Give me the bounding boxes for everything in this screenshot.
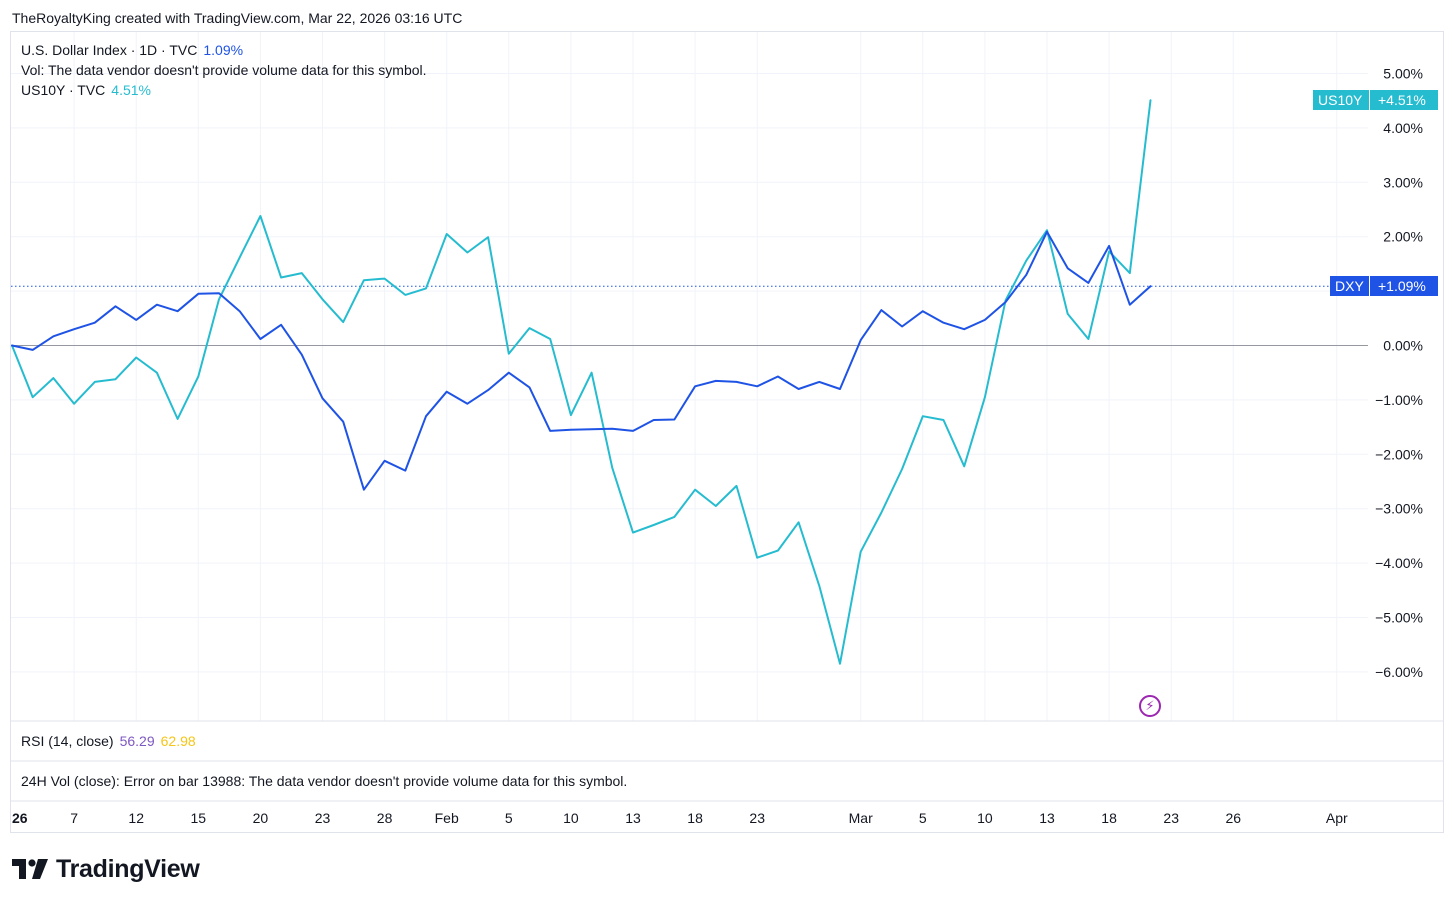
x-tick-label: 13 [1039, 810, 1055, 826]
lightning-icon[interactable]: ⚡ [1139, 695, 1161, 717]
x-tick-label: Mar [849, 810, 873, 826]
x-tick-label: 10 [563, 810, 579, 826]
y-tick-label: −5.00% [1375, 610, 1423, 626]
axis-layer: 5.00%4.00%3.00%2.00%1.00%0.00%−1.00%−2.0… [12, 66, 1423, 827]
chart-attribution: TheRoyaltyKing created with TradingView.… [12, 10, 463, 26]
dxy-legend-value: 1.09% [203, 42, 244, 58]
x-tick-label: Apr [1326, 810, 1348, 826]
volume-note: Vol: The data vendor doesn't provide vol… [21, 62, 427, 78]
x-tick-label: 13 [625, 810, 641, 826]
rsi-value-1: 56.29 [119, 733, 155, 749]
rsi-pane-label[interactable]: RSI (14, close) 56.29 62.98 [21, 733, 196, 749]
dxy-legend-label: U.S. Dollar Index · 1D · TVC [21, 42, 198, 58]
y-tick-label: 0.00% [1383, 338, 1423, 354]
dxy-legend[interactable]: U.S. Dollar Index · 1D · TVC 1.09% [21, 42, 243, 58]
us10y-legend[interactable]: US10Y · TVC 4.51% [21, 82, 151, 98]
x-tick-label: 18 [1101, 810, 1117, 826]
us10y-symbol-tag: US10Y [1313, 90, 1369, 110]
chart-frame [10, 31, 1444, 833]
dxy-price-tag: +1.09% [1370, 276, 1438, 296]
rsi-label: RSI (14, close) [21, 733, 114, 749]
x-tick-label: 28 [377, 810, 393, 826]
y-tick-label: 4.00% [1383, 120, 1423, 136]
y-tick-label: 5.00% [1383, 66, 1423, 82]
x-tick-label: 23 [749, 810, 765, 826]
dxy-series-line [11, 230, 1152, 491]
y-tick-label: 2.00% [1383, 229, 1423, 245]
us10y-series-line [11, 99, 1152, 665]
volume-pane-label[interactable]: 24H Vol (close): Error on bar 13988: The… [21, 773, 628, 789]
x-tick-label: 26 [1226, 810, 1242, 826]
tradingview-logo[interactable]: TradingView [12, 855, 200, 883]
x-tick-label: 23 [1163, 810, 1179, 826]
x-tick-label: 5 [505, 810, 513, 826]
grid-layer [11, 32, 1443, 802]
y-tick-label: −1.00% [1375, 392, 1423, 408]
rsi-value-2: 62.98 [160, 733, 196, 749]
y-tick-label: −3.00% [1375, 501, 1423, 517]
us10y-legend-value: 4.51% [111, 82, 151, 98]
x-tick-label: 12 [128, 810, 144, 826]
x-tick-label: 23 [315, 810, 331, 826]
x-tick-label: 7 [70, 810, 78, 826]
x-tick-label: Feb [435, 810, 459, 826]
x-tick-label: 10 [977, 810, 993, 826]
dxy-symbol-tag: DXY [1330, 276, 1369, 296]
x-tick-label: 15 [191, 810, 207, 826]
y-tick-label: −4.00% [1375, 555, 1423, 571]
series-layer [11, 99, 1368, 665]
y-tick-label: 3.00% [1383, 174, 1423, 190]
y-tick-label: −6.00% [1375, 664, 1423, 680]
tradingview-brand: TradingView [56, 854, 200, 883]
x-tick-label: 5 [919, 810, 927, 826]
us10y-legend-label: US10Y · TVC [21, 82, 106, 98]
us10y-price-tag: +4.51% [1370, 90, 1438, 110]
y-tick-label: −2.00% [1375, 446, 1423, 462]
x-tick-label: 26 [12, 810, 28, 826]
x-tick-label: 20 [253, 810, 269, 826]
tradingview-mark-icon [12, 859, 48, 879]
x-tick-label: 18 [687, 810, 703, 826]
